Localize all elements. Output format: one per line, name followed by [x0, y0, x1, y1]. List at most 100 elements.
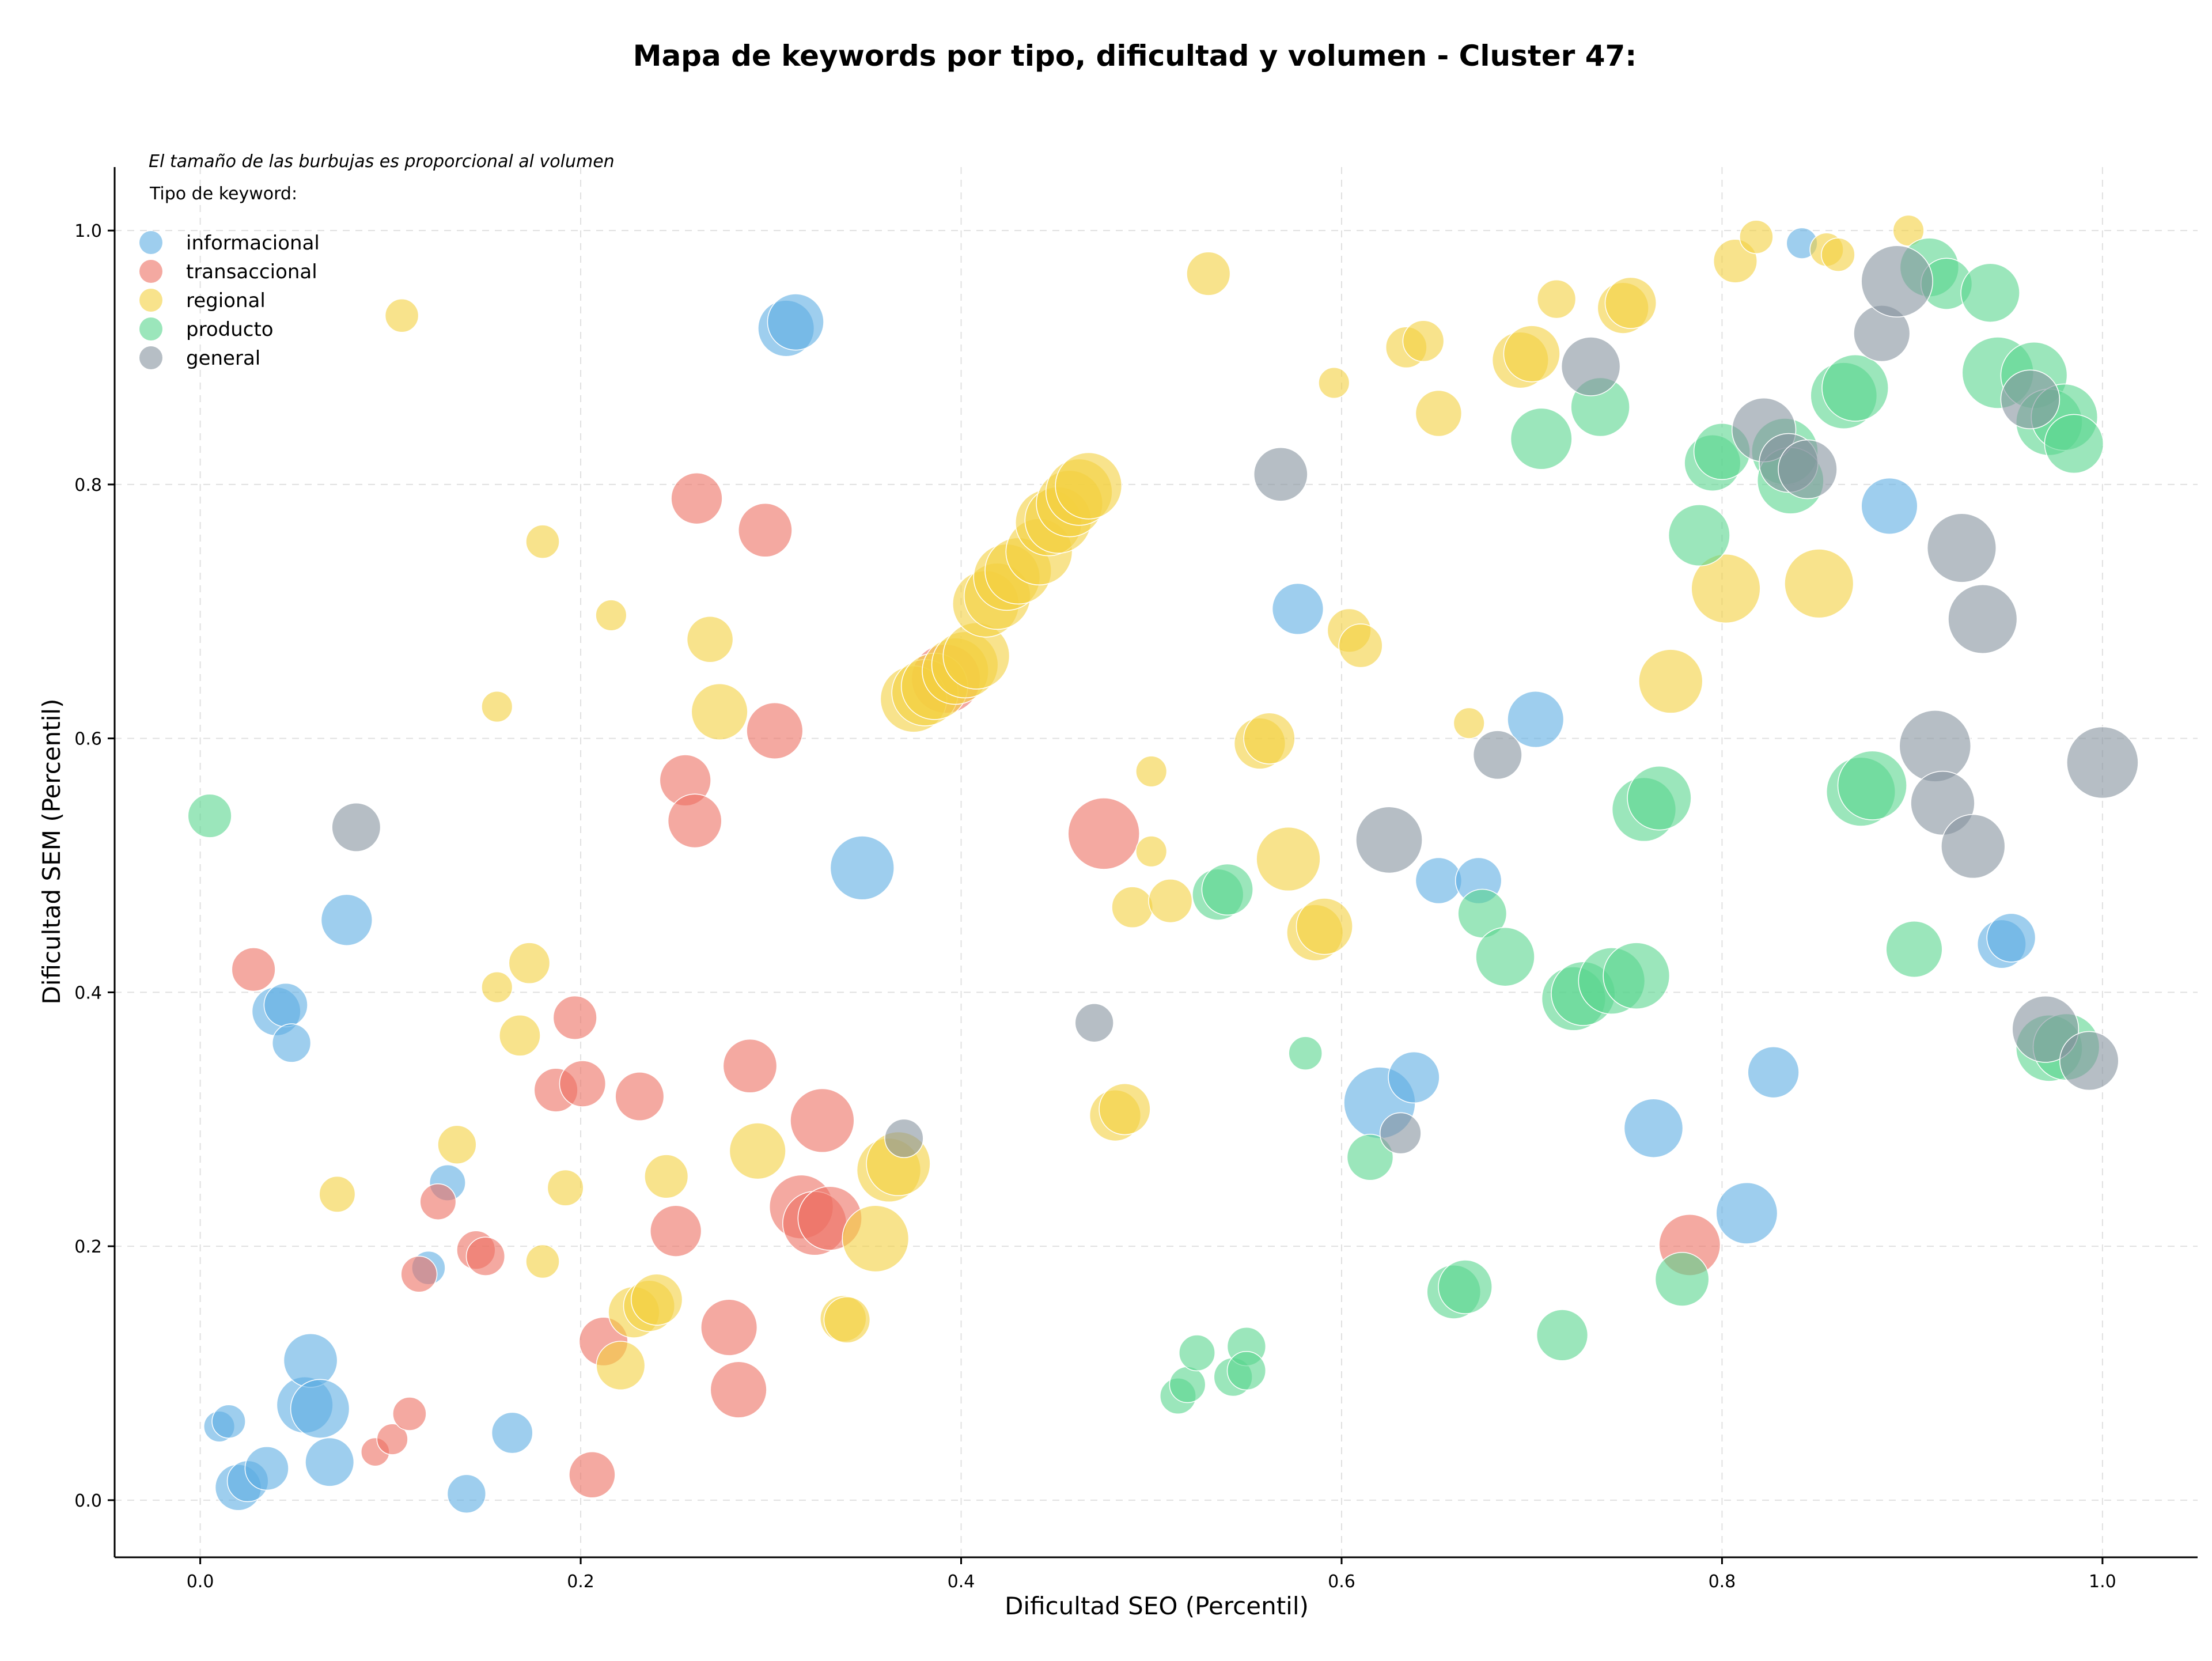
- bubble-transaccional: [671, 472, 723, 525]
- legend-marker: [139, 289, 162, 312]
- bubble-regional: [1536, 279, 1577, 319]
- bubble-informacional: [1747, 1046, 1800, 1099]
- y-tick-label: 0.0: [74, 1491, 102, 1511]
- bubbles-layer: [187, 214, 2139, 1514]
- bubble-general: [1253, 447, 1308, 502]
- legend-title: Tipo de keyword:: [149, 184, 297, 204]
- x-tick-label: 0.6: [1328, 1572, 1355, 1592]
- bubble-producto: [1654, 1252, 1710, 1307]
- bubble-producto: [1226, 1350, 1267, 1391]
- y-tick-label: 0.2: [74, 1237, 102, 1257]
- bubble-informacional: [1388, 1051, 1440, 1104]
- bubble-producto: [1668, 504, 1730, 567]
- legend-label: informacional: [186, 232, 320, 255]
- bubble-transaccional: [700, 1299, 758, 1356]
- bubble-regional: [1111, 886, 1154, 929]
- bubble-regional: [1318, 367, 1350, 399]
- bubble-regional: [691, 683, 748, 740]
- series-general: [331, 245, 2139, 1158]
- bubble-regional: [1691, 554, 1761, 624]
- bubble-informacional: [1715, 1182, 1778, 1244]
- bubble-general: [1948, 584, 2018, 654]
- bubble-regional: [481, 691, 513, 723]
- bubble-transaccional: [231, 947, 276, 992]
- chart-title: Mapa de keywords por tipo, dificultad y …: [633, 39, 1637, 73]
- legend-label: producto: [186, 318, 274, 341]
- bubble-general: [1941, 814, 2006, 879]
- bubble-regional: [499, 1014, 541, 1057]
- bubble-informacional: [271, 1023, 312, 1063]
- bubble-general: [1926, 513, 1997, 583]
- bubble-transaccional: [400, 1255, 438, 1293]
- legend-item-regional: regional: [139, 289, 266, 312]
- bubble-regional: [437, 1125, 477, 1164]
- bubble-producto: [1179, 1334, 1215, 1372]
- legend-label: regional: [186, 289, 266, 312]
- series-regional: [319, 214, 1925, 1391]
- bubble-transaccional: [615, 1072, 665, 1122]
- bubble-regional: [686, 616, 734, 663]
- bubble-producto: [1885, 920, 1943, 978]
- legend-item-transaccional: transaccional: [139, 260, 317, 283]
- bubble-informacional: [1861, 477, 1918, 535]
- bubble-informacional: [283, 1333, 338, 1388]
- bubble-regional: [1135, 835, 1168, 868]
- bubble-regional: [596, 1341, 646, 1391]
- bubble-producto: [1438, 1259, 1493, 1314]
- legend-item-general: general: [139, 346, 260, 370]
- bubble-transaccional: [419, 1183, 457, 1220]
- bubble-transaccional: [722, 1038, 778, 1094]
- bubble-general: [331, 802, 381, 852]
- bubble-regional: [508, 942, 551, 985]
- bubble-regional: [1739, 220, 1774, 254]
- bubble-producto: [1960, 263, 2020, 323]
- bubble-informacional: [1623, 1098, 1684, 1158]
- bubble-regional: [525, 1244, 560, 1279]
- bubble-regional: [1296, 898, 1353, 955]
- y-axis-label: Dificultad SEM (Percentil): [37, 699, 66, 1005]
- bubble-general: [1899, 710, 1972, 782]
- bubble-regional: [823, 1296, 871, 1344]
- bubble-producto: [1627, 766, 1692, 831]
- bubble-general: [2066, 726, 2139, 799]
- bubble-regional: [1638, 649, 1703, 714]
- x-tick-label: 0.2: [567, 1572, 594, 1592]
- bubble-general: [2059, 1031, 2119, 1091]
- bubble-regional: [1415, 389, 1463, 437]
- legend-item-producto: producto: [139, 317, 274, 341]
- bubble-informacional: [1986, 913, 2036, 963]
- x-tick-label: 1.0: [2089, 1572, 2116, 1592]
- bubble-regional: [1503, 325, 1560, 383]
- bubble-informacional: [305, 1437, 355, 1487]
- bubble-regional: [1892, 214, 1925, 247]
- x-tick-label: 0.8: [1709, 1572, 1736, 1592]
- bubble-general: [1379, 1112, 1422, 1155]
- legend-marker: [139, 231, 162, 254]
- bubble-producto: [1288, 1036, 1323, 1070]
- bubble-producto: [1510, 407, 1573, 470]
- bubble-producto: [1536, 1309, 1589, 1361]
- bubble-transaccional: [710, 1361, 767, 1418]
- bubble-transaccional: [465, 1236, 506, 1276]
- bubble-regional: [1402, 320, 1445, 362]
- bubble-informacional: [1415, 857, 1463, 905]
- bubble-regional: [525, 524, 560, 559]
- bubble-regional: [1821, 237, 1855, 272]
- bubble-informacional: [1271, 582, 1324, 635]
- bubble-transaccional: [667, 793, 722, 849]
- bubble-general: [2000, 369, 2061, 430]
- y-tick-label: 0.6: [74, 729, 102, 750]
- bubble-transaccional: [738, 502, 793, 558]
- bubble-regional: [1099, 1083, 1151, 1136]
- y-tick-label: 1.0: [74, 221, 102, 241]
- bubble-informacional: [446, 1474, 487, 1514]
- series-informacional: [203, 227, 2036, 1514]
- bubble-regional: [1135, 755, 1168, 788]
- bubble-producto: [187, 793, 232, 838]
- bubble-general: [1778, 439, 1838, 500]
- bubble-producto: [1603, 942, 1671, 1010]
- legend-item-informacional: informacional: [139, 231, 320, 255]
- legend-marker: [139, 260, 162, 283]
- bubble-transaccional: [559, 1060, 607, 1107]
- bubble-informacional: [211, 1404, 246, 1439]
